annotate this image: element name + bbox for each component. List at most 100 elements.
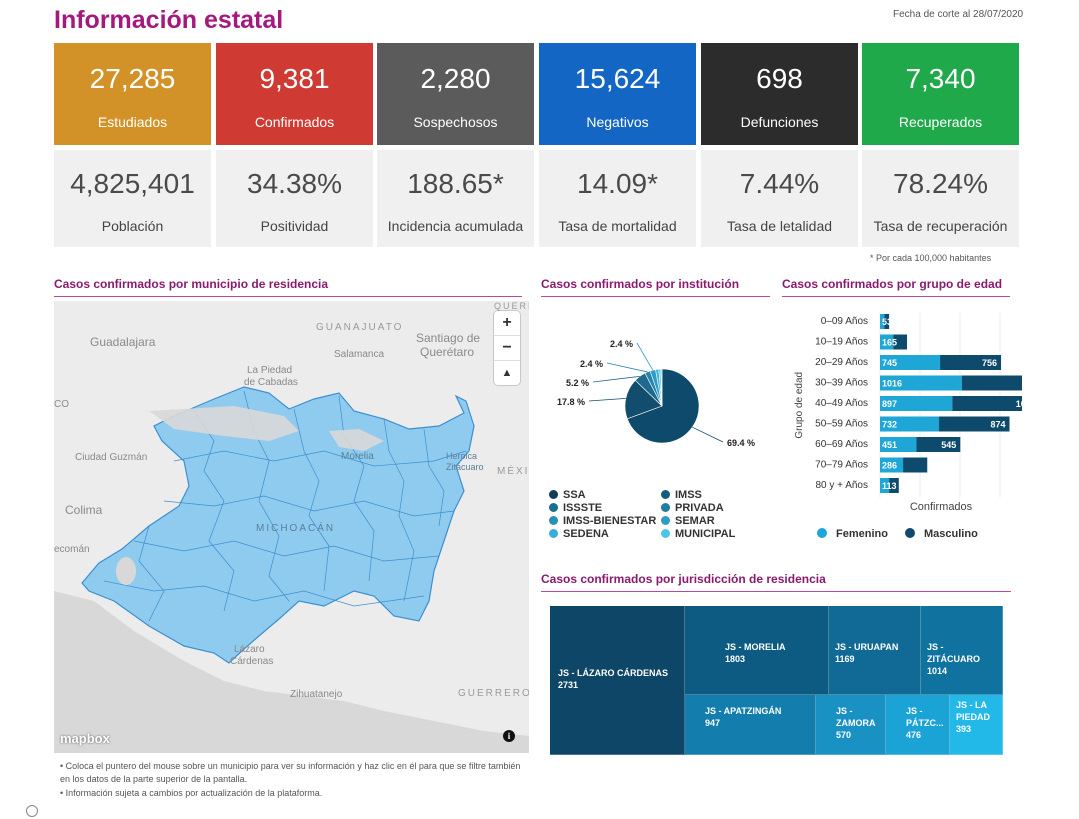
pie-label: 69.4 % xyxy=(727,438,755,448)
bar-femenino[interactable] xyxy=(880,396,953,411)
indicator-value: 15,624 xyxy=(574,63,661,94)
treemap-cell[interactable]: JS - LÁZARO CÁRDENAS 2731 xyxy=(550,606,685,755)
treemap-cell[interactable]: JS - LA PIEDAD 393 xyxy=(950,695,1003,755)
pie-slice-municipal[interactable] xyxy=(660,368,663,407)
bar-masculino[interactable] xyxy=(940,355,1002,370)
legend-item-ssa[interactable]: SSA xyxy=(549,489,586,501)
bar-femenino[interactable] xyxy=(880,314,885,329)
treemap-cell[interactable]: JS - PÁTZC... 476 xyxy=(886,695,950,755)
treemap-value: 1014 xyxy=(927,666,948,676)
stat-card: 14.09* Tasa de mortalidad xyxy=(539,150,696,247)
legend-item-semar[interactable]: SEMAR xyxy=(661,515,715,527)
indicator-card[interactable]: 15,624 Negativos xyxy=(539,43,696,145)
treemap-cell[interactable]: JS - MORELIA 1803 xyxy=(685,606,829,695)
legend-dot xyxy=(817,528,827,538)
bar-masculino[interactable] xyxy=(884,314,890,329)
legend-label: IMSS xyxy=(675,489,702,501)
info-icon[interactable]: i xyxy=(503,730,515,742)
treemap-cell[interactable]: JS - URUAPAN 1169 xyxy=(829,606,921,695)
treemap-value: 570 xyxy=(836,730,852,740)
pie-slice-ssa[interactable] xyxy=(624,379,663,420)
data-label: 745 xyxy=(882,358,897,368)
bar-femenino[interactable] xyxy=(880,457,904,473)
legend-label: IMSS-BIENESTAR xyxy=(563,515,657,527)
legend-dot xyxy=(661,490,670,499)
tick-label: 70–79 Años xyxy=(815,460,868,471)
indicator-label: Estudiados xyxy=(97,114,168,130)
treemap-cell[interactable]: JS - ZITÁCUARO 1014 xyxy=(921,606,1003,695)
pie-leader-line xyxy=(692,426,724,443)
treemap-value: 1803 xyxy=(725,654,746,664)
jurisdiction-treemap[interactable]: JS - LÁZARO CÁRDENAS 2731 JS - MORELIA 1803… xyxy=(550,606,1003,755)
legend-item-privada[interactable]: PRIVADA xyxy=(661,502,724,514)
legend-item-sedena[interactable]: SEDENA xyxy=(549,528,609,540)
indicator-card[interactable]: 9,381 Confirmados xyxy=(216,43,373,145)
bar-masculino[interactable] xyxy=(889,478,899,493)
bar-masculino[interactable] xyxy=(893,334,908,350)
bar-femenino[interactable] xyxy=(880,334,894,350)
scroll-indicator[interactable] xyxy=(26,805,38,817)
bar-masculino[interactable] xyxy=(939,416,1010,432)
indicator-value: 9,381 xyxy=(259,63,330,94)
bar-masculino[interactable] xyxy=(952,396,1022,411)
stat-label: Población xyxy=(101,218,164,234)
legend-item-imss[interactable]: IMSS xyxy=(661,489,702,501)
tick-label: 40–49 Años xyxy=(815,398,868,409)
indicator-card[interactable]: 27,285 Estudiados xyxy=(54,43,211,145)
stat-label: Tasa de recuperación xyxy=(873,218,1008,234)
bar-femenino[interactable] xyxy=(880,416,940,432)
legend-item-issste[interactable]: ISSSTE xyxy=(549,502,602,514)
tick-label: 80 y + Años xyxy=(815,480,868,491)
mapbox-logo[interactable]: mapbox xyxy=(60,731,110,746)
bar-femenino[interactable] xyxy=(880,478,890,493)
treemap-cell[interactable]: JS - APATZINGÁN 947 xyxy=(685,695,816,755)
map-section-title: Casos confirmados por municipio de resid… xyxy=(54,277,329,291)
indicator-value: 7,340 xyxy=(905,63,976,94)
indicator-card[interactable]: 7,340 Recuperados xyxy=(862,43,1019,145)
map-label-guanajuato: GUANAJUATO xyxy=(316,322,404,333)
zoom-out-button[interactable]: − xyxy=(494,336,520,361)
treemap-cell[interactable]: JS - ZAMORA 570 xyxy=(816,695,886,755)
legend-item-imss-bienestar[interactable]: IMSS-BIENESTAR xyxy=(549,515,656,527)
legend-item-municipal[interactable]: MUNICIPAL xyxy=(661,528,735,540)
treemap-label: JS - URUAPAN xyxy=(835,642,899,652)
institution-pie-chart[interactable]: 69.4 % 17.8 % 5.2 % 2.4 % 2.4 % xyxy=(541,330,771,460)
bar-masculino[interactable] xyxy=(916,437,961,452)
legend-label[interactable]: Femenino xyxy=(836,528,888,540)
bar-femenino[interactable] xyxy=(880,355,941,370)
map-label-cabadas: de Cabadas xyxy=(244,377,298,388)
treemap-value: 947 xyxy=(705,718,721,728)
compass-button[interactable]: ▲ xyxy=(501,367,513,379)
municipality-map[interactable]: GUANAJUATO Santiago de Querétaro Guadala… xyxy=(54,301,529,753)
indicator-card[interactable]: 698 Defunciones xyxy=(701,43,858,145)
legend-dot xyxy=(661,503,670,512)
legend-dot xyxy=(661,529,670,538)
legend-label: SEDENA xyxy=(563,528,609,540)
bar-masculino[interactable] xyxy=(961,375,1022,391)
map-label-lazaro: Lázaro xyxy=(234,644,265,655)
tick-label: 0–09 Años xyxy=(821,316,868,327)
indicator-card[interactable]: 2,280 Sospechosos xyxy=(377,43,534,145)
stat-value: 188.65* xyxy=(407,168,504,199)
map-canvas xyxy=(54,301,529,753)
institution-section-title: Casos confirmados por institución xyxy=(541,277,740,291)
age-section-title: Casos confirmados por grupo de edad xyxy=(782,277,1003,291)
bar-masculino[interactable] xyxy=(903,457,928,473)
bar-femenino[interactable] xyxy=(880,375,962,391)
stat-card: 7.44% Tasa de letalidad xyxy=(701,150,858,247)
indicator-label: Confirmados xyxy=(254,114,335,130)
pie-label: 2.4 % xyxy=(610,339,633,349)
map-label-tecoman: ecomán xyxy=(54,544,90,555)
pie-slice-imss[interactable] xyxy=(626,368,700,444)
map-label-colima: Colima xyxy=(65,503,103,517)
data-label: 286 xyxy=(882,461,897,471)
legend-label[interactable]: Masculino xyxy=(924,528,978,540)
map-label-lapiedad: La Piedad xyxy=(247,365,293,376)
zoom-in-button[interactable]: + xyxy=(494,311,520,336)
data-label: 165 xyxy=(882,338,897,348)
data-label: 732 xyxy=(882,420,897,430)
lake xyxy=(149,406,299,441)
age-bar-chart[interactable]: 0–09 Años 53 10–19 Años 165 20–29 Años 745 756… xyxy=(782,305,1022,545)
bar-femenino[interactable] xyxy=(880,437,917,452)
legend-dot xyxy=(661,516,670,525)
